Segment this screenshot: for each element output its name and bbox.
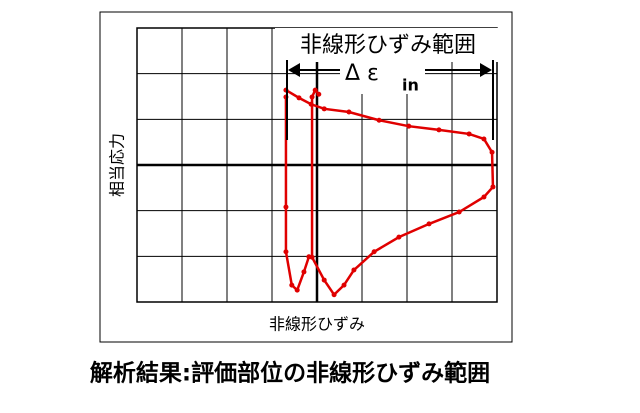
- point: [341, 282, 347, 288]
- point: [406, 123, 412, 129]
- point: [436, 127, 442, 133]
- point: [331, 292, 337, 298]
- point: [296, 95, 302, 101]
- point: [376, 117, 382, 123]
- point: [321, 277, 327, 283]
- arrow-head: [480, 63, 492, 77]
- point: [481, 194, 487, 200]
- point: [321, 106, 327, 112]
- point: [309, 94, 315, 100]
- label-box: [340, 62, 425, 94]
- point: [306, 254, 312, 260]
- point: [396, 234, 402, 240]
- range-label: Δ ε: [345, 61, 379, 86]
- point: [351, 267, 357, 273]
- point: [289, 282, 295, 288]
- annotation: 非線形ひずみ範囲: [300, 33, 476, 58]
- point: [312, 87, 318, 93]
- axes: [137, 28, 497, 302]
- point: [489, 149, 495, 155]
- y-axis-label: 相当応力: [108, 133, 127, 197]
- point: [301, 269, 307, 275]
- annotation-box: [275, 28, 500, 62]
- point: [316, 91, 322, 97]
- point: [481, 136, 487, 142]
- point: [466, 131, 472, 137]
- range-label-sub: in: [402, 76, 419, 95]
- point: [283, 204, 289, 210]
- point: [294, 287, 300, 293]
- point: [456, 209, 462, 215]
- point: [308, 101, 314, 107]
- frame: [99, 11, 513, 343]
- point: [283, 249, 289, 255]
- x-axis-label: 非線形ひずみ: [269, 315, 365, 334]
- arrow-head: [288, 63, 300, 77]
- marks: [283, 87, 496, 298]
- point: [346, 109, 352, 115]
- point: [490, 184, 496, 190]
- point: [426, 221, 432, 227]
- caption: 解析結果:評価部位の非線形ひずみ範囲: [90, 360, 490, 387]
- point: [371, 249, 377, 255]
